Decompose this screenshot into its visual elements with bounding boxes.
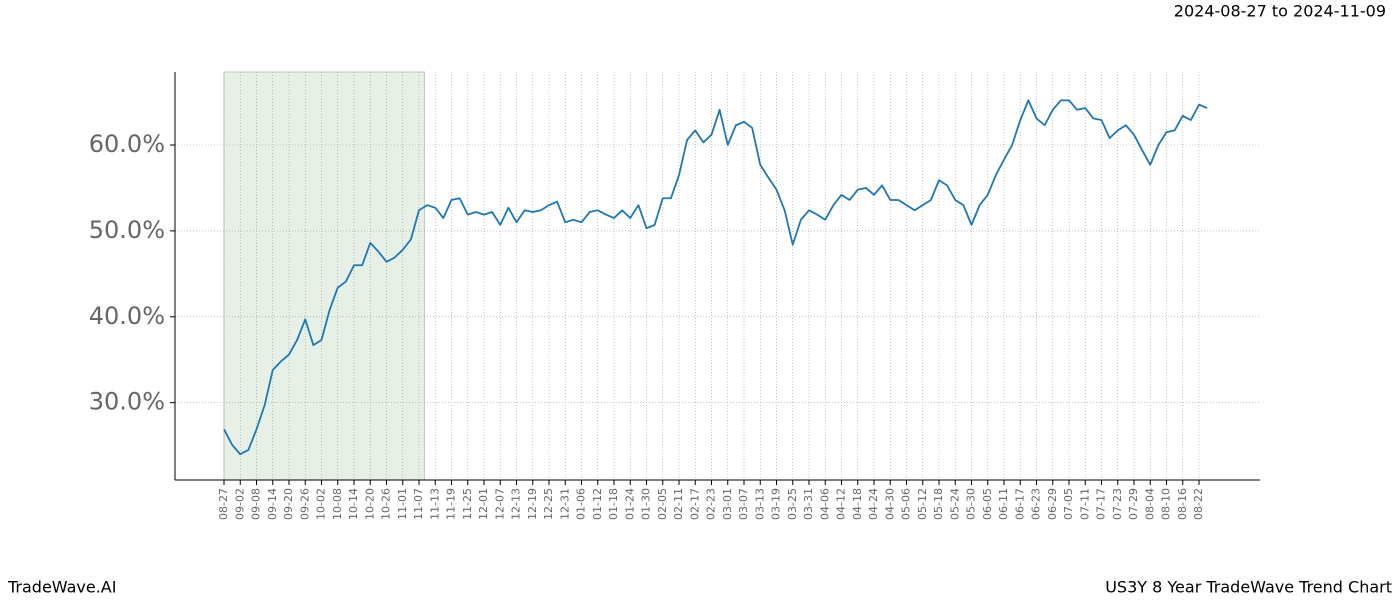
y-tick-label: 30.0% (89, 388, 165, 416)
x-tick-label: 08-04 (1143, 488, 1156, 520)
x-tick-label: 09-26 (298, 488, 311, 520)
x-tick-label: 04-12 (835, 488, 848, 520)
x-tick-label: 11-13 (428, 488, 441, 520)
x-tick-label: 10-20 (363, 488, 376, 520)
x-tick-label: 08-27 (217, 488, 230, 520)
x-tick-label: 12-25 (542, 488, 555, 520)
x-tick-label: 11-25 (461, 488, 474, 520)
x-tick-label: 06-11 (997, 488, 1010, 520)
x-tick-label: 09-08 (250, 488, 263, 520)
x-tick-label: 08-16 (1176, 488, 1189, 520)
x-tick-label: 10-26 (380, 488, 393, 520)
x-tick-label: 08-22 (1192, 488, 1205, 520)
x-tick-label: 01-30 (640, 488, 653, 520)
x-tick-label: 08-10 (1160, 488, 1173, 520)
highlight-window (223, 71, 425, 481)
x-tick-label: 11-01 (396, 488, 409, 520)
footer-left: TradeWave.AI (7, 578, 116, 597)
x-tick-label: 03-19 (770, 488, 783, 520)
x-tick-label: 04-30 (883, 488, 896, 520)
x-tick-label: 03-13 (753, 488, 766, 520)
x-tick-label: 11-19 (445, 488, 458, 520)
x-tick-label: 05-30 (965, 488, 978, 520)
y-tick-label: 60.0% (89, 130, 165, 158)
x-tick-label: 02-17 (688, 488, 701, 520)
x-tick-label: 12-13 (510, 488, 523, 520)
x-tick-label: 10-02 (315, 488, 328, 520)
x-tick-label: 02-05 (656, 488, 669, 520)
y-tick-label: 50.0% (89, 216, 165, 244)
x-tick-label: 05-12 (916, 488, 929, 520)
x-tick-label: 04-18 (851, 488, 864, 520)
x-tick-label: 01-06 (575, 488, 588, 520)
x-tick-label: 12-07 (493, 488, 506, 520)
x-tick-label: 07-11 (1078, 488, 1091, 520)
x-tick-label: 03-07 (737, 488, 750, 520)
x-tick-label: 07-05 (1062, 488, 1075, 520)
x-tick-label: 12-31 (558, 488, 571, 520)
trend-line (223, 99, 1208, 456)
x-tick-label: 01-24 (623, 488, 636, 520)
x-tick-label: 04-24 (867, 488, 880, 520)
x-tick-label: 09-14 (266, 488, 279, 520)
x-tick-label: 03-25 (786, 488, 799, 520)
x-tick-label: 10-14 (347, 488, 360, 520)
chart-title: 2024-08-27 to 2024-11-09 (1174, 2, 1386, 21)
x-tick-label: 02-11 (672, 488, 685, 520)
x-tick-label: 06-17 (1013, 488, 1026, 520)
x-tick-label: 12-19 (526, 488, 539, 520)
footer-right: US3Y 8 Year TradeWave Trend Chart (1105, 578, 1392, 597)
x-tick-label: 06-29 (1046, 488, 1059, 520)
x-tick-label: 01-12 (591, 488, 604, 520)
x-tick-label: 09-20 (282, 488, 295, 520)
x-tick-label: 10-08 (331, 488, 344, 520)
x-tick-label: 03-01 (721, 488, 734, 520)
x-tick-label: 03-31 (802, 488, 815, 520)
x-tick-label: 05-06 (900, 488, 913, 520)
x-tick-label: 06-23 (1030, 488, 1043, 520)
x-tick-label: 11-07 (412, 488, 425, 520)
x-tick-label: 12-01 (477, 488, 490, 520)
x-tick-label: 09-02 (233, 488, 246, 520)
x-tick-label: 02-23 (705, 488, 718, 520)
x-tick-label: 07-23 (1111, 488, 1124, 520)
x-tick-label: 05-24 (948, 488, 961, 520)
y-tick-label: 40.0% (89, 302, 165, 330)
x-tick-label: 01-18 (607, 488, 620, 520)
x-tick-label: 07-17 (1095, 488, 1108, 520)
x-tick-label: 07-29 (1127, 488, 1140, 520)
x-tick-label: 05-18 (932, 488, 945, 520)
x-tick-label: 06-05 (981, 488, 994, 520)
x-tick-label: 04-06 (818, 488, 831, 520)
